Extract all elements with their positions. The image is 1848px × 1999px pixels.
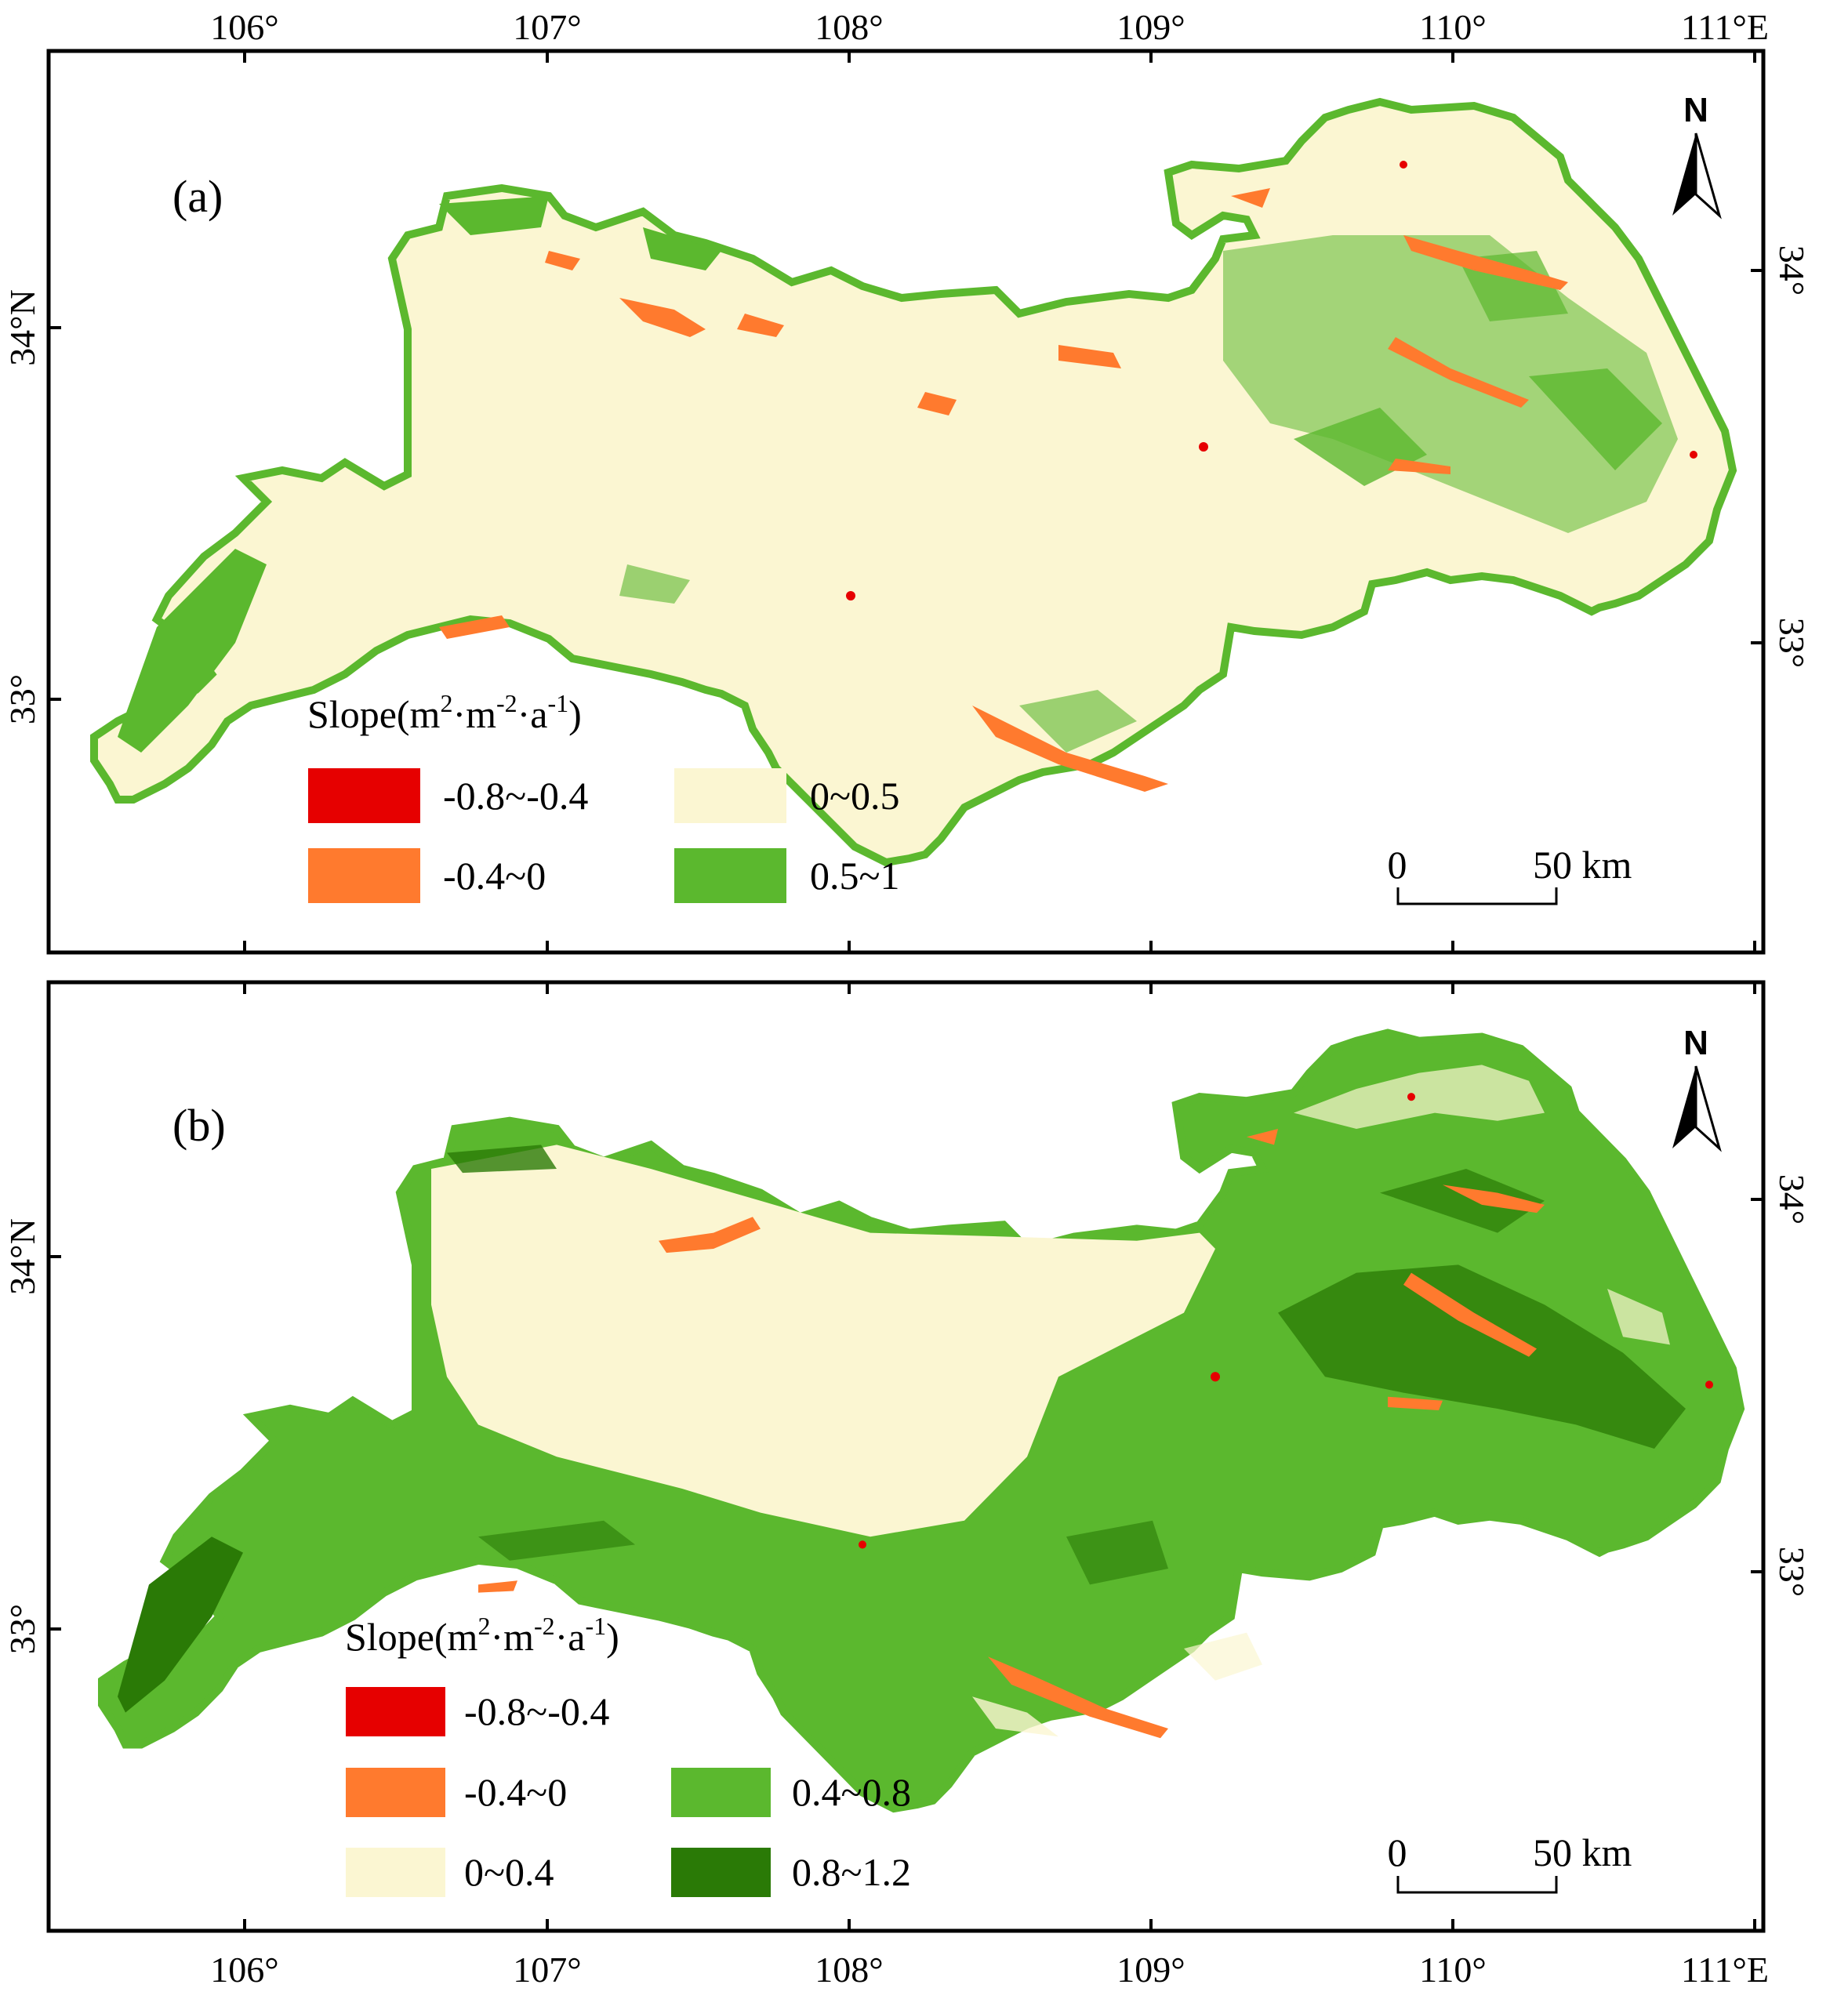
lon-label-110-top: 110° bbox=[1419, 7, 1487, 47]
panel-a-scale-zero: 0 bbox=[1388, 843, 1407, 887]
panel-a-legend-title: Slope(m2·m-2·a-1) bbox=[307, 689, 582, 736]
panel-b-scale-line bbox=[1396, 1876, 1558, 1894]
panel-a-north-letter: N bbox=[1683, 91, 1708, 129]
panel-b-ticks bbox=[49, 982, 1763, 1931]
panel-a-region-map bbox=[94, 102, 1733, 862]
lon-label-111-bottom: 111°E bbox=[1681, 1950, 1769, 1990]
panel-a-north-arrow: N bbox=[1672, 91, 1722, 219]
north-arrow-left-half bbox=[1672, 133, 1696, 216]
panel-a-lat-label-34-right: 34° bbox=[1772, 245, 1812, 296]
panel-b-cream-patches bbox=[431, 1065, 1670, 1737]
panel-b-legend-label-2: -0.4~0 bbox=[464, 1770, 567, 1814]
panel-b-scale-bar: 0 50 km bbox=[1388, 1830, 1632, 1894]
panel-b-orange-patches bbox=[478, 1129, 1545, 1739]
panel-b-legend-swatch-orange bbox=[346, 1768, 445, 1817]
panel-a: 34°N 33° 34° 33° (a) N 0 50 km Slope(m2·… bbox=[2, 49, 1812, 955]
panel-a-legend-swatch-cream bbox=[674, 768, 786, 823]
panel-b-legend-swatch-green bbox=[671, 1768, 771, 1817]
lon-label-108-top: 108° bbox=[815, 7, 883, 47]
panel-a-legend-label-1: -0.8~-0.4 bbox=[443, 774, 588, 818]
panel-a-top-ticks bbox=[49, 51, 1763, 952]
lon-label-109-top: 109° bbox=[1116, 7, 1185, 47]
lon-label-107-bottom: 107° bbox=[513, 1950, 581, 1990]
panel-a-lat-label-33-left: 33° bbox=[2, 674, 42, 724]
panel-b-lat-label-33-right: 33° bbox=[1772, 1547, 1812, 1597]
panel-a-legend-label-3: -0.4~0 bbox=[443, 854, 546, 898]
panel-a-lat-label-34-left: 34°N bbox=[2, 289, 42, 366]
panel-a-red-patches bbox=[846, 161, 1697, 600]
north-arrow-right-half bbox=[1694, 1065, 1722, 1152]
panel-b-legend-swatch-dark-green bbox=[671, 1848, 771, 1897]
lon-label-109-bottom: 109° bbox=[1116, 1950, 1185, 1990]
panel-b-legend-title: Slope(m2·m-2·a-1) bbox=[345, 1612, 619, 1659]
panel-b-lat-label-34-right: 34° bbox=[1772, 1174, 1812, 1224]
panel-b-label: (b) bbox=[172, 1100, 226, 1151]
panel-b-north-arrow: N bbox=[1672, 1024, 1722, 1152]
panel-a-legend-label-4: 0.5~1 bbox=[810, 854, 900, 898]
north-arrow-right-half bbox=[1694, 132, 1722, 219]
panel-b-legend-label-5: 0.8~1.2 bbox=[792, 1850, 911, 1894]
panel-b-legend: Slope(m2·m-2·a-1) -0.8~-0.4 -0.4~0 0.4~0… bbox=[345, 1612, 911, 1897]
bottom-longitude-labels: 106° 107° 108° 109° 110° 111°E bbox=[210, 1950, 1769, 1990]
top-longitude-labels: 106° 107° 108° 109° 110° 111°E bbox=[210, 7, 1769, 47]
panel-a-legend-label-2: 0~0.5 bbox=[810, 774, 900, 818]
panel-b-scale-end: 50 km bbox=[1533, 1830, 1632, 1874]
lon-label-111-top: 111°E bbox=[1681, 7, 1769, 47]
panel-b-legend-label-4: 0~0.4 bbox=[464, 1850, 554, 1894]
lon-label-110-bottom: 110° bbox=[1419, 1950, 1487, 1990]
panel-b-legend-label-3: 0.4~0.8 bbox=[792, 1770, 911, 1814]
panel-a-legend-swatch-green bbox=[674, 848, 786, 903]
north-arrow-left-half bbox=[1672, 1066, 1696, 1148]
panel-b-region-map bbox=[102, 1033, 1741, 1809]
lon-label-107-top: 107° bbox=[513, 7, 581, 47]
lon-label-106-top: 106° bbox=[210, 7, 278, 47]
panel-b-north-letter: N bbox=[1683, 1024, 1708, 1062]
panel-b-legend-label-1: -0.8~-0.4 bbox=[464, 1689, 609, 1733]
panel-a-legend-swatch-orange bbox=[308, 848, 420, 903]
lon-label-106-bottom: 106° bbox=[210, 1950, 278, 1990]
panel-a-scale-end: 50 km bbox=[1533, 843, 1632, 887]
panel-b-legend-swatch-cream bbox=[346, 1848, 445, 1897]
panel-b: 34°N 33° 34° 33° (b) N 0 50 km Slope(m2·… bbox=[2, 980, 1812, 1933]
panel-b-dark-green-patches bbox=[118, 1145, 1686, 1713]
panel-a-legend: Slope(m2·m-2·a-1) -0.8~-0.4 0~0.5 -0.4~0… bbox=[307, 689, 900, 903]
panel-a-label: (a) bbox=[172, 171, 223, 222]
panel-b-scale-zero: 0 bbox=[1388, 1830, 1407, 1874]
panel-a-orange-patches bbox=[439, 188, 1568, 792]
panel-a-legend-swatch-dark-red bbox=[308, 768, 420, 823]
lon-label-108-bottom: 108° bbox=[815, 1950, 883, 1990]
panel-b-lat-label-33-left: 33° bbox=[2, 1604, 42, 1654]
panel-a-scale-bar: 0 50 km bbox=[1388, 843, 1632, 905]
panel-b-legend-swatch-dark-red bbox=[346, 1687, 445, 1736]
panel-a-scale-line bbox=[1396, 887, 1558, 905]
panel-b-lat-label-34-left: 34°N bbox=[2, 1218, 42, 1295]
panel-b-red-patches bbox=[859, 1093, 1713, 1549]
panel-a-lat-label-33-right: 33° bbox=[1772, 618, 1812, 668]
